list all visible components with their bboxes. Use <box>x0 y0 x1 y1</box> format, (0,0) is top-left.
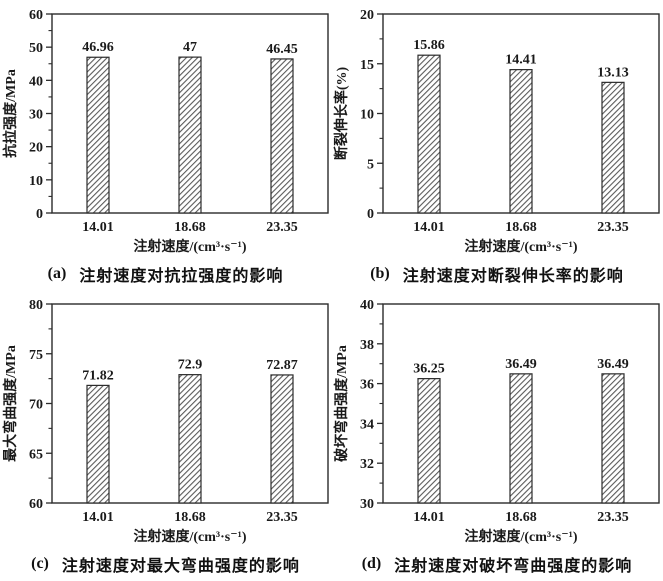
caption-text: 注射速度对最大弯曲强度的影响 <box>61 558 300 575</box>
x-tick-label: 18.68 <box>174 220 206 235</box>
y-tick-label: 15 <box>360 58 374 73</box>
caption-tag: (b) <box>370 265 390 282</box>
bar <box>178 374 202 504</box>
y-tick-label: 0 <box>367 207 374 222</box>
y-tick-label: 75 <box>29 348 43 363</box>
x-axis-title: 注射速度/(cm³·s⁻¹) <box>465 238 578 255</box>
y-tick-label: 40 <box>29 74 43 89</box>
bar-value-label: 46.96 <box>82 40 114 55</box>
y-axis-title: 抗拉强度/MPa <box>2 69 19 158</box>
y-tick-label: 32 <box>360 457 374 472</box>
chart-caption-b: (b) 注射速度对断裂伸长率的影响 <box>331 258 663 290</box>
chart-panel-b: 0 5 10 15 20 15.86 14.01 14.41 18.68 13.13 23.35 注射… <box>331 0 663 290</box>
y-tick-label: 60 <box>29 8 43 23</box>
x-tick-label: 23.35 <box>597 220 629 235</box>
bar-value-label: 14.41 <box>505 53 537 68</box>
bar-chart-max-bending-strength: 60 65 70 75 80 71.82 14.01 72.9 18.68 72.87 23.35 注… <box>2 298 329 545</box>
bar <box>417 378 441 504</box>
bar <box>509 373 533 504</box>
bar <box>86 56 110 214</box>
y-tick-label: 30 <box>360 497 374 512</box>
y-tick-label: 20 <box>360 8 374 23</box>
y-tick-label: 34 <box>360 417 374 432</box>
chart-caption-c: (c) 注射速度对最大弯曲强度的影响 <box>0 548 331 580</box>
caption-text: 注射速度对断裂伸长率的影响 <box>402 268 624 285</box>
chart-panel-d: 30 32 34 36 38 40 36.25 14.01 36.49 18.68 36.49 23.… <box>331 290 663 581</box>
bar-value-label: 36.25 <box>413 362 445 377</box>
y-tick-label: 70 <box>29 398 43 413</box>
caption-tag: (d) <box>361 555 382 572</box>
bar-chart-elongation: 0 5 10 15 20 15.86 14.01 14.41 18.68 13.13 23.35 注射… <box>333 8 660 255</box>
x-tick-label: 18.68 <box>505 220 537 235</box>
y-tick-label: 36 <box>360 378 374 393</box>
y-tick-label: 30 <box>29 108 43 123</box>
chart-caption-d: (d) 注射速度对破坏弯曲强度的影响 <box>331 548 663 580</box>
bar-chart-failure-bending-strength: 30 32 34 36 38 40 36.25 14.01 36.49 18.68 36.49 23.… <box>333 298 660 545</box>
chart-panel-a: 0 10 20 30 40 50 60 46.96 14.01 47 18.68 46.45 23.35… <box>0 0 331 290</box>
bar-value-label: 46.45 <box>266 42 298 57</box>
bar-chart-tensile-strength: 0 10 20 30 40 50 60 46.96 14.01 47 18.68 46.45 23.35… <box>2 8 329 255</box>
bar-value-label: 47 <box>183 40 197 55</box>
chart-caption-a: (a) 注射速度对抗拉强度的影响 <box>0 258 331 290</box>
bar <box>509 69 533 214</box>
bar <box>601 373 625 504</box>
x-axis-title: 注射速度/(cm³·s⁻¹) <box>465 528 578 545</box>
x-tick-label: 14.01 <box>413 510 445 525</box>
bar <box>178 56 202 214</box>
y-tick-label: 65 <box>29 447 43 462</box>
x-tick-label: 14.01 <box>82 220 114 235</box>
x-tick-label: 14.01 <box>82 510 114 525</box>
y-tick-label: 80 <box>29 298 43 313</box>
y-tick-label: 10 <box>360 108 374 123</box>
y-axis-title: 破坏弯曲强度/MPa <box>333 345 350 462</box>
x-tick-label: 23.35 <box>266 510 298 525</box>
x-tick-label: 18.68 <box>174 510 206 525</box>
x-tick-label: 23.35 <box>266 220 298 235</box>
bar-value-label: 71.82 <box>82 368 114 383</box>
bar <box>417 54 441 214</box>
caption-tag: (a) <box>47 265 67 282</box>
y-tick-label: 20 <box>29 141 43 156</box>
bar <box>270 58 294 214</box>
x-axis-title: 注射速度/(cm³·s⁻¹) <box>134 528 247 545</box>
bar-value-label: 13.13 <box>597 65 629 80</box>
y-tick-label: 38 <box>360 338 374 353</box>
y-axis-title: 断裂伸长率(%) <box>333 67 350 161</box>
y-axis-title: 最大弯曲强度/MPa <box>2 345 19 462</box>
x-tick-label: 18.68 <box>505 510 537 525</box>
bar-value-label: 72.87 <box>266 358 298 373</box>
y-tick-label: 5 <box>367 157 374 172</box>
caption-text: 注射速度对破坏弯曲强度的影响 <box>394 558 633 575</box>
bar-value-label: 72.9 <box>178 358 203 373</box>
bar <box>270 374 294 504</box>
y-tick-label: 50 <box>29 41 43 56</box>
caption-tag: (c) <box>31 555 49 572</box>
chart-panel-c: 60 65 70 75 80 71.82 14.01 72.9 18.68 72.87 23.35 注… <box>0 290 331 581</box>
bar-value-label: 36.49 <box>505 357 537 372</box>
bar <box>86 384 110 504</box>
x-tick-label: 14.01 <box>413 220 445 235</box>
y-tick-label: 40 <box>360 298 374 313</box>
bar-value-label: 15.86 <box>413 38 445 53</box>
x-axis-title: 注射速度/(cm³·s⁻¹) <box>134 238 247 255</box>
y-tick-label: 0 <box>36 207 43 222</box>
y-tick-label: 60 <box>29 497 43 512</box>
bar <box>601 81 625 214</box>
bar-value-label: 36.49 <box>597 357 629 372</box>
y-tick-label: 10 <box>29 174 43 189</box>
x-tick-label: 23.35 <box>597 510 629 525</box>
caption-text: 注射速度对抗拉强度的影响 <box>79 268 284 285</box>
